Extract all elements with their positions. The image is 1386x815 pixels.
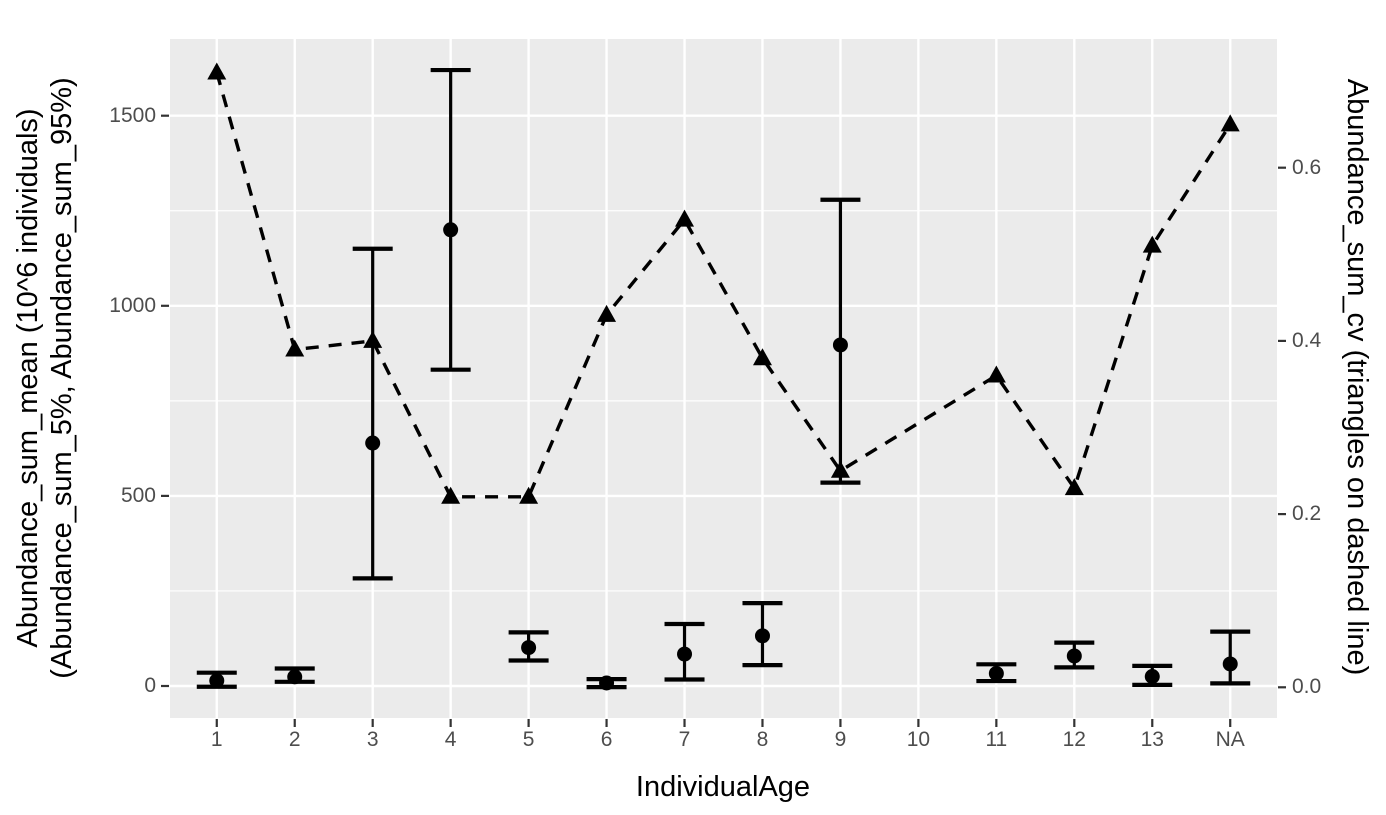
cv-triangle-cat-5 bbox=[519, 486, 539, 504]
x-tick-label-9: 9 bbox=[834, 728, 847, 751]
x-tick-label-7: 7 bbox=[678, 728, 691, 751]
cv-triangle-cat-13 bbox=[1142, 235, 1162, 253]
mean-point-cat-4 bbox=[443, 222, 459, 238]
mean-point-cat-3 bbox=[365, 435, 381, 451]
mean-point-cat-9 bbox=[832, 337, 848, 353]
cv-triangle-cat-11 bbox=[986, 365, 1006, 383]
y-left-tick-label-0: 0 bbox=[144, 674, 156, 697]
y-left-axis-title-line1: Abundance_sum_mean (10^6 individuals) bbox=[12, 108, 44, 648]
y-right-tick-label-0.2: 0.2 bbox=[1292, 502, 1322, 526]
y-right-tick-label-0.0: 0.0 bbox=[1292, 675, 1322, 699]
mean-point-cat-1 bbox=[209, 673, 225, 689]
x-tick-label-10: 10 bbox=[906, 728, 931, 751]
x-tick-label-4: 4 bbox=[444, 728, 457, 751]
mean-point-cat-6 bbox=[599, 675, 615, 691]
cv-triangle-cat-12 bbox=[1064, 478, 1084, 496]
x-tick-label-6: 6 bbox=[600, 728, 613, 751]
x-tick-label-2: 2 bbox=[288, 728, 301, 751]
mean-point-cat-2 bbox=[287, 669, 303, 685]
panel-background bbox=[170, 39, 1277, 718]
cv-triangle-cat-9 bbox=[830, 460, 850, 478]
mean-point-cat-7 bbox=[677, 646, 693, 662]
y-left-tick-label-1500: 1500 bbox=[109, 103, 156, 127]
cv-triangle-cat-7 bbox=[675, 209, 695, 227]
mean-point-cat-12 bbox=[1066, 648, 1082, 664]
y-right-tick-label-0.4: 0.4 bbox=[1292, 328, 1322, 352]
cv-triangle-cat-2 bbox=[285, 339, 305, 357]
x-tick-label-NA: NA bbox=[1215, 728, 1245, 751]
cv-triangle-cat-4 bbox=[441, 486, 461, 504]
x-axis-title: IndividualAge bbox=[635, 771, 811, 803]
y-right-axis-title: Abundance_sum_cv (triangles on dashed li… bbox=[1341, 78, 1373, 676]
mean-point-cat-NA bbox=[1222, 656, 1238, 672]
y-left-tick-label-500: 500 bbox=[120, 483, 156, 507]
x-tick-label-11: 11 bbox=[985, 728, 1008, 751]
cv-triangle-cat-1 bbox=[207, 62, 227, 80]
y-left-axis-title-line2: (Abundance_sum_5%, Abundance_sum_95%) bbox=[46, 77, 78, 679]
cv-triangle-cat-8 bbox=[752, 348, 772, 366]
x-tick-label-8: 8 bbox=[756, 728, 769, 751]
x-tick-label-5: 5 bbox=[522, 728, 535, 751]
x-tick-label-3: 3 bbox=[366, 728, 379, 751]
x-tick-label-12: 12 bbox=[1062, 728, 1086, 751]
y-left-tick-label-1000: 1000 bbox=[109, 293, 156, 317]
mean-point-cat-11 bbox=[988, 665, 1004, 681]
x-tick-label-13: 13 bbox=[1140, 728, 1164, 751]
mean-point-cat-8 bbox=[754, 628, 770, 644]
mean-point-cat-13 bbox=[1144, 668, 1160, 684]
mean-point-cat-5 bbox=[521, 640, 537, 656]
y-right-tick-label-0.6: 0.6 bbox=[1292, 155, 1322, 179]
cv-triangle-cat-6 bbox=[597, 304, 617, 322]
y-left-axis-title: Abundance_sum_mean (10^6 individuals) (A… bbox=[11, 0, 79, 758]
cv-triangle-cat-3 bbox=[363, 330, 383, 348]
x-tick-label-1: 1 bbox=[210, 728, 223, 751]
cv-triangle-cat-NA bbox=[1220, 114, 1240, 132]
